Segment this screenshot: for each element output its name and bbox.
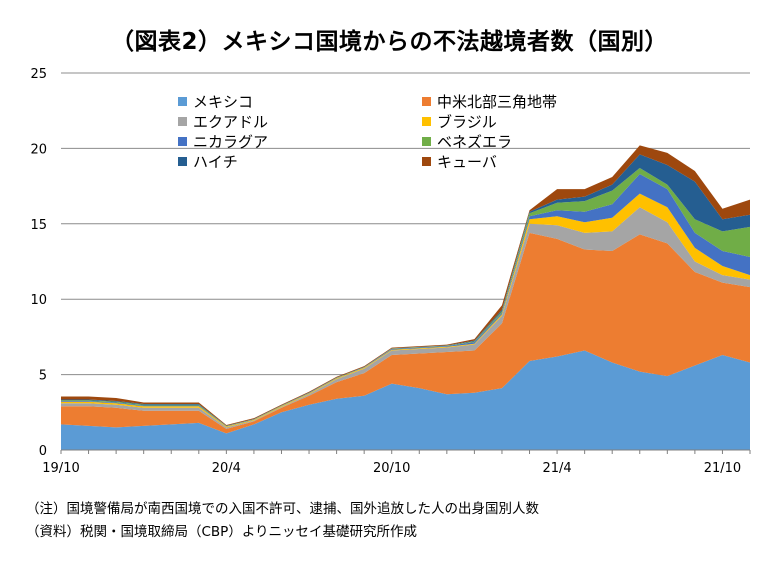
legend-swatch bbox=[178, 137, 187, 146]
y-tick-label: 5 bbox=[39, 369, 47, 384]
x-tick-label: 19/10 bbox=[42, 461, 79, 476]
legend-swatch bbox=[178, 97, 187, 106]
y-tick-label: 15 bbox=[30, 218, 47, 233]
legend-swatch bbox=[422, 97, 431, 106]
x-tick-label: 20/4 bbox=[212, 461, 241, 476]
legend-label: エクアドル bbox=[193, 113, 268, 131]
y-tick-label: 0 bbox=[39, 444, 47, 459]
chart-title: （図表2）メキシコ国境からの不法越境者数（国別） bbox=[110, 29, 668, 55]
y-tick-label: 25 bbox=[30, 67, 47, 82]
area-series-中米北部三角地帯 bbox=[61, 232, 750, 434]
legend-label: ニカラグア bbox=[193, 133, 268, 151]
x-tick-label: 21/4 bbox=[542, 461, 571, 476]
chart-source: （資料）税関・国境取締局（CBP）よりニッセイ基礎研究所作成 bbox=[26, 524, 418, 540]
legend-label: 中米北部三角地帯 bbox=[437, 93, 557, 111]
area-series-エクアドル bbox=[61, 207, 750, 429]
area-series-group bbox=[61, 145, 750, 450]
legend-swatch bbox=[422, 117, 431, 126]
legend-label: ブラジル bbox=[437, 113, 497, 131]
y-tick-label: 10 bbox=[30, 293, 47, 308]
legend-label: メキシコ bbox=[193, 93, 253, 111]
legend-label: ベネズエラ bbox=[437, 133, 512, 151]
legend-swatch bbox=[178, 117, 187, 126]
legend-label: キューバ bbox=[437, 153, 497, 171]
area-series-ハイチ bbox=[61, 154, 750, 427]
x-tick-label: 20/10 bbox=[373, 461, 410, 476]
legend-swatch bbox=[422, 157, 431, 166]
axes: 0 5 10 15 20 25 19/10 20/4 20/10 21/4 21/10 bbox=[30, 67, 751, 476]
area-series-メキシコ bbox=[61, 350, 750, 450]
legend-swatch bbox=[178, 157, 187, 166]
chart-note: （注）国境警備局が南西国境での入国不許可、逮捕、国外追放した人の出身国別人数 bbox=[26, 501, 539, 517]
y-tick-label: 20 bbox=[30, 142, 47, 157]
legend-label: ハイチ bbox=[193, 153, 238, 171]
stacked-area-chart: 0 5 10 15 20 25 19/10 20/4 20/10 21/4 21/10 メキシコ 中米… bbox=[30, 67, 751, 476]
legend-swatch bbox=[422, 137, 431, 146]
x-tick-label: 21/10 bbox=[704, 461, 741, 476]
